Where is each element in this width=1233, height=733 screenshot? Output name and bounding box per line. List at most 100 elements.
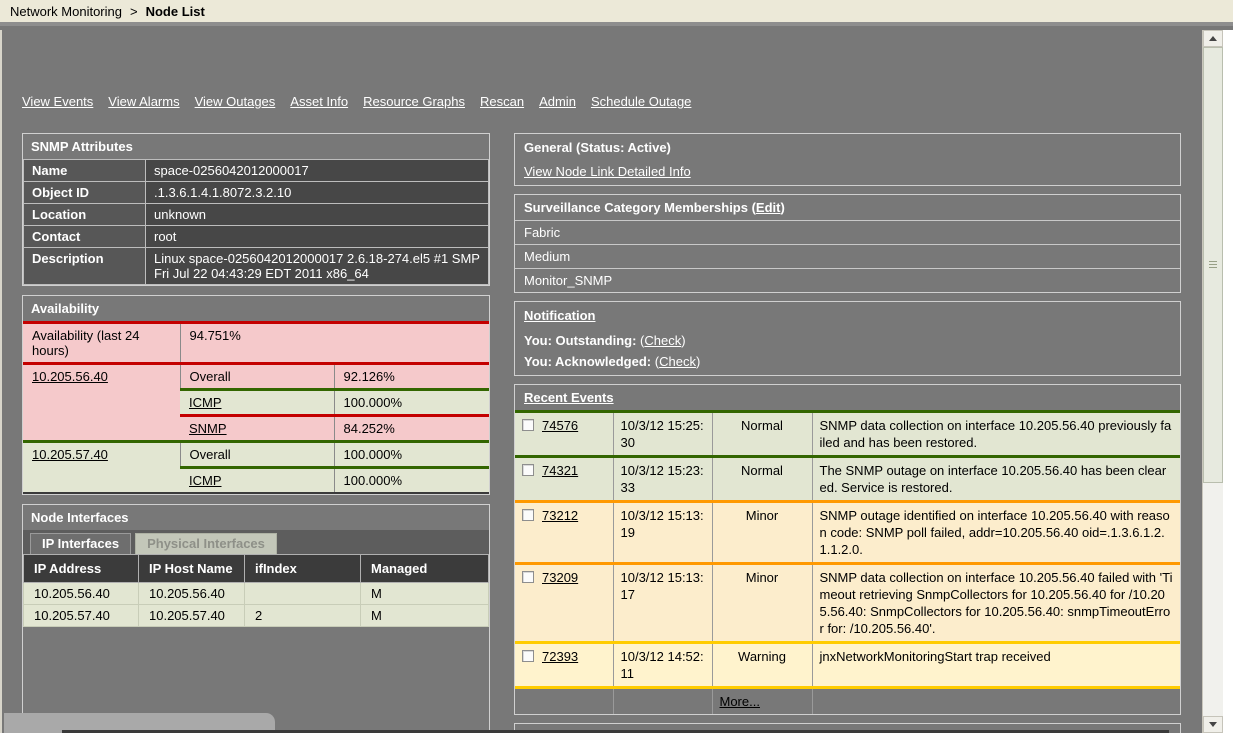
paren: ) <box>681 333 685 348</box>
link-asset-info[interactable]: Asset Info <box>290 94 348 109</box>
scroll-up-button[interactable] <box>1203 30 1223 47</box>
cell-managed: M <box>361 605 489 627</box>
more-cell: More... <box>712 688 812 715</box>
service-cell: ICMP <box>180 468 334 494</box>
surveillance-title: Surveillance Category Memberships (Edit) <box>515 195 1180 221</box>
snmp-attributes-title: SNMP Attributes <box>23 134 489 159</box>
col-ip-host-name: IP Host Name <box>139 555 245 583</box>
event-severity: Minor <box>712 564 812 643</box>
vertical-scrollbar[interactable] <box>1202 30 1223 733</box>
event-id-link[interactable]: 73209 <box>542 570 578 585</box>
event-time: 10/3/12 15:25:30 <box>613 412 712 457</box>
cell-ifindex: 2 <box>245 605 361 627</box>
event-id-link[interactable]: 73212 <box>542 508 578 523</box>
event-message: SNMP data collection on interface 10.205… <box>812 412 1180 457</box>
scroll-down-button[interactable] <box>1203 716 1223 733</box>
attr-label: Object ID <box>24 182 146 204</box>
surveillance-title-text: Surveillance Category Memberships ( <box>524 200 756 215</box>
event-id-cell: 72393 <box>515 643 613 688</box>
event-row: 73212 10/3/12 15:13:19 Minor SNMP outage… <box>515 502 1180 564</box>
event-checkbox[interactable] <box>522 571 534 583</box>
col-managed: Managed <box>361 555 489 583</box>
event-time: 10/3/12 14:52:11 <box>613 643 712 688</box>
empty-cell <box>613 688 712 715</box>
notification-panel: Notification You: Outstanding: (Check) Y… <box>514 301 1181 376</box>
link-rescan[interactable]: Rescan <box>480 94 524 109</box>
event-checkbox[interactable] <box>522 419 534 431</box>
attr-label: Description <box>24 248 146 285</box>
link-schedule-outage[interactable]: Schedule Outage <box>591 94 691 109</box>
empty-cell <box>812 688 1180 715</box>
breadcrumb-section[interactable]: Network Monitoring <box>10 4 122 19</box>
service-cell: SNMP <box>180 416 334 442</box>
service-label: Overall <box>180 442 334 468</box>
breadcrumb-separator: > <box>130 4 138 19</box>
event-checkbox[interactable] <box>522 464 534 476</box>
interfaces-tabbar: IP Interfaces Physical Interfaces <box>23 530 489 554</box>
table-row: Contact root <box>24 226 489 248</box>
attr-label: Contact <box>24 226 146 248</box>
event-row: 74576 10/3/12 15:25:30 Normal SNMP data … <box>515 412 1180 457</box>
link-view-alarms[interactable]: View Alarms <box>108 94 179 109</box>
attr-label: Name <box>24 160 146 182</box>
service-availability: 92.126% <box>334 364 489 390</box>
col-ifindex: ifIndex <box>245 555 361 583</box>
availability-24h-value: 94.751% <box>180 323 489 364</box>
event-severity: Normal <box>712 457 812 502</box>
tab-physical-interfaces[interactable]: Physical Interfaces <box>135 533 277 554</box>
check-outstanding-link[interactable]: Check <box>644 333 681 348</box>
table-row: Name space-0256042012000017 <box>24 160 489 182</box>
availability-table: Availability (last 24 hours) 94.751% 10.… <box>23 321 489 494</box>
interface-link[interactable]: 10.205.57.40 <box>32 447 108 462</box>
event-id-link[interactable]: 72393 <box>542 649 578 664</box>
snmp-attributes-panel: SNMP Attributes Name space-0256042012000… <box>22 133 490 286</box>
table-row: Availability (last 24 hours) 94.751% <box>23 323 489 364</box>
cell-ip-host-name: 10.205.57.40 <box>139 605 245 627</box>
recent-events-table: 74576 10/3/12 15:25:30 Normal SNMP data … <box>515 410 1180 714</box>
link-resource-graphs[interactable]: Resource Graphs <box>363 94 465 109</box>
recent-events-title-link[interactable]: Recent Events <box>524 390 614 405</box>
service-link[interactable]: SNMP <box>189 421 227 436</box>
cell-ip-address: 10.205.57.40 <box>24 605 139 627</box>
chevron-up-icon <box>1209 36 1217 41</box>
paren: ) <box>696 354 700 369</box>
more-row: More... <box>515 688 1180 715</box>
event-row: 73209 10/3/12 15:13:17 Minor SNMP data c… <box>515 564 1180 643</box>
scrollbar-thumb[interactable] <box>1203 47 1223 483</box>
event-checkbox[interactable] <box>522 509 534 521</box>
tab-ip-interfaces[interactable]: IP Interfaces <box>30 533 131 554</box>
interface-link[interactable]: 10.205.56.40 <box>32 369 108 384</box>
event-severity: Normal <box>712 412 812 457</box>
check-acknowledged-link[interactable]: Check <box>659 354 696 369</box>
link-view-events[interactable]: View Events <box>22 94 93 109</box>
event-id-cell: 74321 <box>515 457 613 502</box>
table-row: 10.205.56.40 Overall 92.126% <box>23 364 489 390</box>
service-link[interactable]: ICMP <box>189 473 222 488</box>
more-events-link[interactable]: More... <box>720 694 760 709</box>
notification-title-link[interactable]: Notification <box>524 308 596 323</box>
event-id-cell: 74576 <box>515 412 613 457</box>
table-row: Location unknown <box>24 204 489 226</box>
link-admin[interactable]: Admin <box>539 94 576 109</box>
general-status-title: General (Status: Active) <box>524 140 1171 155</box>
event-message: SNMP outage identified on interface 10.2… <box>812 502 1180 564</box>
interface-cell: 10.205.57.40 <box>23 442 180 494</box>
event-checkbox[interactable] <box>522 650 534 662</box>
table-row: 10.205.57.40 10.205.57.40 2 M <box>24 605 489 627</box>
edit-categories-link[interactable]: Edit <box>756 200 781 215</box>
link-view-outages[interactable]: View Outages <box>195 94 276 109</box>
service-availability: 100.000% <box>334 468 489 494</box>
category-row: Monitor_SNMP <box>515 268 1180 292</box>
table-row: Description Linux space-0256042012000017… <box>24 248 489 285</box>
node-interfaces-panel: Node Interfaces IP Interfaces Physical I… <box>22 504 490 733</box>
attr-value: unknown <box>146 204 489 226</box>
event-id-link[interactable]: 74576 <box>542 418 578 433</box>
view-node-link-detailed-info-link[interactable]: View Node Link Detailed Info <box>524 164 691 179</box>
general-panel: General (Status: Active) View Node Link … <box>514 133 1181 186</box>
event-row: 72393 10/3/12 14:52:11 Warning jnxNetwor… <box>515 643 1180 688</box>
cell-ifindex <box>245 583 361 605</box>
service-link[interactable]: ICMP <box>189 395 222 410</box>
scrollbar-grip-icon <box>1209 261 1217 269</box>
event-id-link[interactable]: 74321 <box>542 463 578 478</box>
event-time: 10/3/12 15:23:33 <box>613 457 712 502</box>
